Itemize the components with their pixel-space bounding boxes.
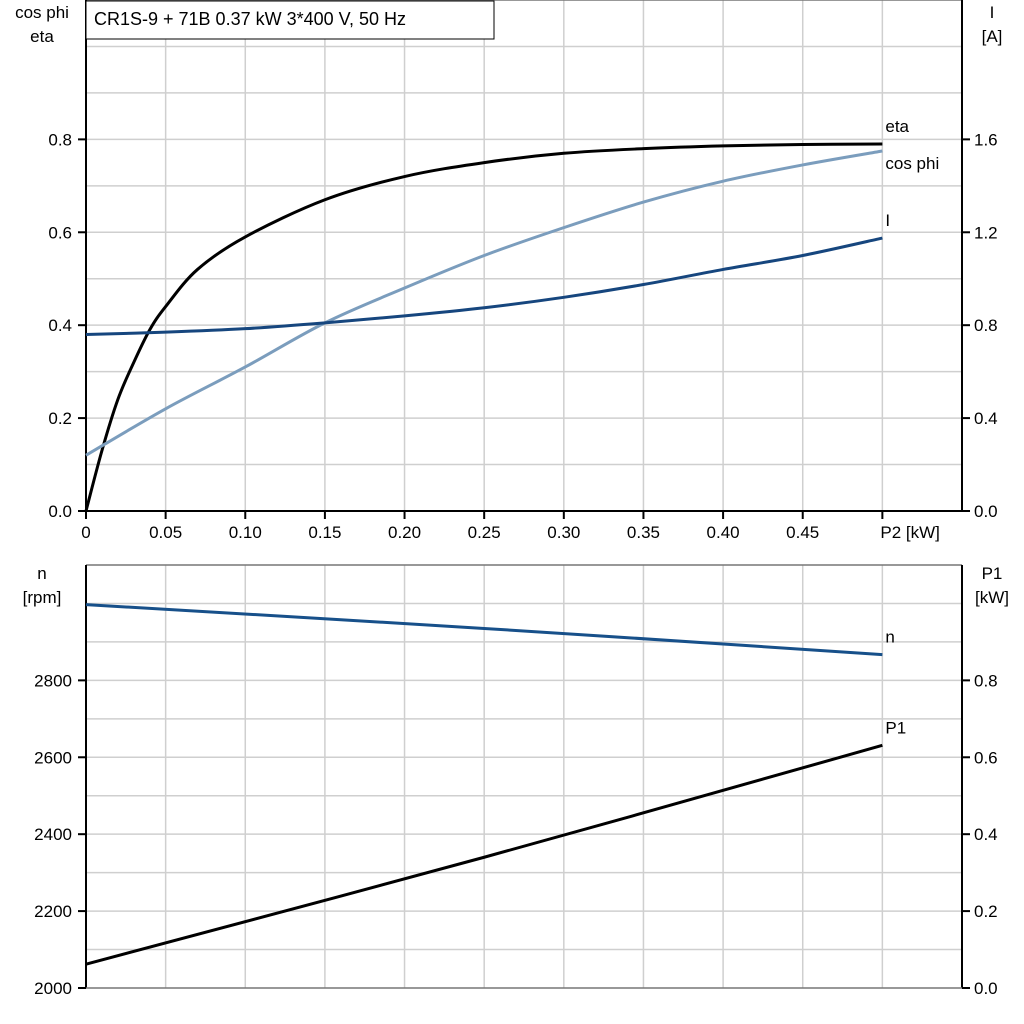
title-box — [85, 0, 495, 40]
y-right-tick-label: 0.0 — [974, 502, 998, 521]
x-tick-label: 0.40 — [707, 523, 740, 542]
x-tick-label: 0.20 — [388, 523, 421, 542]
series-line-P1 — [85, 743, 883, 966]
y-right-label: I — [990, 3, 995, 22]
y-right-label: P1 — [982, 564, 1003, 583]
series-label-P1: P1 — [885, 718, 906, 737]
y-right-tick-label: 1.2 — [974, 223, 998, 242]
x-tick-label: 0.05 — [149, 523, 182, 542]
x-tick-label: 0 — [81, 523, 90, 542]
y-right-tick-label: 1.6 — [974, 130, 998, 149]
y-right-tick-label: 0.0 — [974, 979, 998, 998]
y-left-tick-label: 0.0 — [48, 502, 72, 521]
series-label-eta: eta — [885, 117, 909, 136]
y-right-label-unit: [A] — [982, 27, 1003, 46]
chart-title: CR1S-9 + 71B 0.37 kW 3*400 V, 50 Hz — [94, 9, 406, 29]
x-tick-label: 0.30 — [547, 523, 580, 542]
y-left-tick-label: 0.6 — [48, 223, 72, 242]
y-left-tick-label: 0.4 — [48, 316, 72, 335]
y-left-tick-label: 0.8 — [48, 130, 72, 149]
y-right-tick-label: 0.8 — [974, 316, 998, 335]
y-left-tick-label: 2000 — [34, 979, 72, 998]
y-right-tick-label: 0.2 — [974, 902, 998, 921]
y-left-label: cos phi — [15, 3, 69, 22]
y-right-tick-label: 0.4 — [974, 409, 998, 428]
x-tick-label: 0.25 — [468, 523, 501, 542]
series-label-n: n — [885, 628, 894, 647]
series-line-eta — [84, 142, 883, 512]
y-left-label-unit: [rpm] — [23, 588, 62, 607]
y-left-tick-label: 2800 — [34, 671, 72, 690]
x-axis-label: P2 [kW] — [880, 523, 940, 542]
x-tick-label: 0.10 — [229, 523, 262, 542]
y-right-tick-label: 0.8 — [974, 671, 998, 690]
series-line-I — [85, 236, 883, 336]
y-right-tick-label: 0.6 — [974, 748, 998, 767]
x-tick-label: 0.15 — [308, 523, 341, 542]
series-label-I: I — [885, 211, 890, 230]
y-left-tick-label: 2600 — [34, 748, 72, 767]
x-tick-label: 0.45 — [786, 523, 819, 542]
y-left-label-unit: eta — [30, 27, 54, 46]
y-right-tick-label: 0.4 — [974, 825, 998, 844]
series-label-cos-phi: cos phi — [885, 154, 939, 173]
y-left-tick-label: 2200 — [34, 902, 72, 921]
y-right-label-unit: [kW] — [975, 588, 1009, 607]
series-line-n — [85, 603, 883, 657]
y-left-label: n — [37, 564, 46, 583]
y-left-tick-label: 2400 — [34, 825, 72, 844]
y-left-tick-label: 0.2 — [48, 409, 72, 428]
series-line-cos-phi — [85, 149, 883, 457]
x-tick-label: 0.35 — [627, 523, 660, 542]
